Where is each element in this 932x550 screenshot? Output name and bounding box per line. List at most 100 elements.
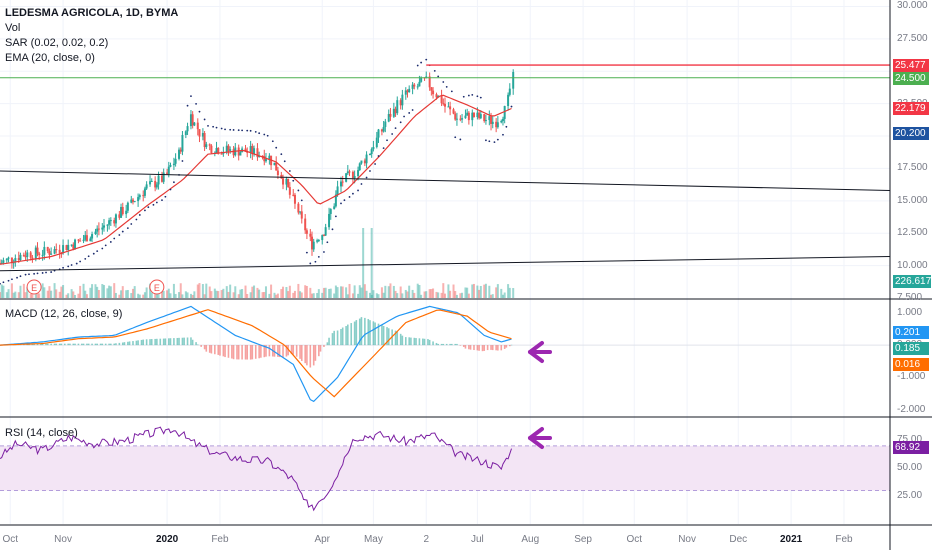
- volume-bar: [418, 285, 421, 298]
- macd-hist-bar: [67, 343, 69, 346]
- trendline: [0, 170, 891, 191]
- volume-bar: [213, 288, 216, 298]
- volume-bar: [484, 283, 487, 298]
- macd-hist-bar: [254, 345, 257, 359]
- volume-bar: [41, 283, 44, 298]
- volume-bar: [336, 287, 339, 298]
- candle-body: [404, 90, 407, 95]
- macd-hist-bar: [396, 332, 399, 346]
- volume-bar: [74, 294, 77, 298]
- sar-dot: [476, 95, 479, 98]
- candle-body: [97, 228, 100, 230]
- volume-bar: [500, 288, 503, 298]
- macd-hist-bar: [295, 345, 298, 357]
- macd-hist-bar: [237, 345, 240, 360]
- x-tick-label: Nov: [678, 534, 696, 545]
- candle-body: [149, 181, 152, 185]
- rsi-legend: RSI (14, close): [5, 427, 78, 439]
- candle-body: [336, 186, 339, 195]
- price-tick-label: 10.000: [897, 259, 928, 271]
- rsi-panel[interactable]: [0, 426, 890, 512]
- candle-body: [145, 184, 148, 189]
- macd-hist-bar: [108, 343, 110, 346]
- price-legend: LEDESMA AGRICOLA, 1D, BYMA Vol SAR (0.02…: [5, 6, 178, 66]
- candle-body: [334, 194, 337, 207]
- candle-body: [394, 108, 397, 114]
- candle-body: [126, 202, 129, 211]
- volume-bar: [341, 286, 344, 298]
- macd-hist-bar: [372, 321, 375, 346]
- price-tag: 25.477: [893, 59, 929, 73]
- sar-dot: [224, 128, 226, 131]
- candle-body: [353, 175, 356, 179]
- candle-body: [358, 163, 361, 171]
- candle-body: [162, 172, 165, 182]
- macd-hist-bar: [377, 323, 380, 346]
- volume-bar: [166, 290, 169, 298]
- candle-body: [137, 197, 140, 202]
- volume-bar: [394, 290, 397, 298]
- candle-body: [131, 199, 134, 202]
- candle-body: [467, 112, 470, 121]
- macd-hist-bar: [159, 338, 162, 346]
- candle-body: [70, 244, 73, 246]
- macd-hist-bar: [265, 345, 267, 357]
- volume-bar: [501, 294, 504, 298]
- candle-body: [174, 158, 177, 164]
- volume-bar: [150, 292, 153, 298]
- volume-bar: [368, 292, 371, 298]
- volume-bar: [488, 285, 491, 298]
- volume-bar: [58, 291, 61, 298]
- candle-body: [166, 172, 169, 174]
- volume-bar: [311, 293, 314, 298]
- volume-bar: [10, 283, 13, 298]
- sar-dot: [403, 115, 405, 118]
- volume-bar: [133, 286, 136, 298]
- macd-hist-bar: [236, 345, 238, 360]
- volume-bar: [169, 293, 172, 298]
- candles: [0, 69, 515, 269]
- candle-body: [287, 178, 290, 188]
- sar-dot: [104, 244, 107, 247]
- sar-dot: [360, 183, 363, 185]
- candle-body: [503, 106, 506, 119]
- macd-hist-bar: [358, 318, 361, 346]
- volume-bar: [309, 287, 312, 298]
- candle-body: [74, 239, 77, 249]
- macd-tick-label: -1.000: [897, 371, 926, 383]
- macd-line: [0, 305, 512, 403]
- sar-dot: [348, 196, 351, 198]
- sar-dot: [87, 255, 90, 258]
- macd-hist-bar: [314, 345, 317, 361]
- signal-line: [0, 309, 512, 398]
- sar-dot: [152, 203, 155, 206]
- volume-bar: [280, 289, 283, 298]
- volume-bar: [246, 293, 249, 298]
- volume-bar: [101, 284, 104, 298]
- macd-hist-bar: [217, 345, 220, 355]
- candle-body: [285, 178, 288, 185]
- candle-body: [420, 77, 423, 82]
- sar-dot: [309, 262, 312, 265]
- macd-panel[interactable]: [0, 305, 890, 403]
- candle-body: [512, 72, 515, 89]
- candle-body: [292, 194, 295, 196]
- volume-bar: [46, 290, 49, 298]
- macd-hist-bar: [290, 345, 293, 355]
- macd-hist-bar: [214, 345, 216, 355]
- macd-hist-bar: [413, 337, 416, 346]
- candle-body: [280, 174, 283, 179]
- candle-body: [179, 149, 182, 152]
- macd-hist-bar: [41, 343, 44, 346]
- macd-hist-bar: [127, 341, 129, 346]
- x-tick-label: Apr: [314, 534, 331, 545]
- candle-body: [239, 152, 242, 156]
- macd-hist-bar: [278, 345, 281, 358]
- macd-arrow-icon: [528, 341, 552, 363]
- volume-bar: [357, 293, 360, 298]
- macd-hist-bar: [156, 338, 158, 346]
- volume-bar: [222, 288, 225, 298]
- macd-hist-bar: [333, 330, 335, 346]
- candle-body: [351, 171, 354, 179]
